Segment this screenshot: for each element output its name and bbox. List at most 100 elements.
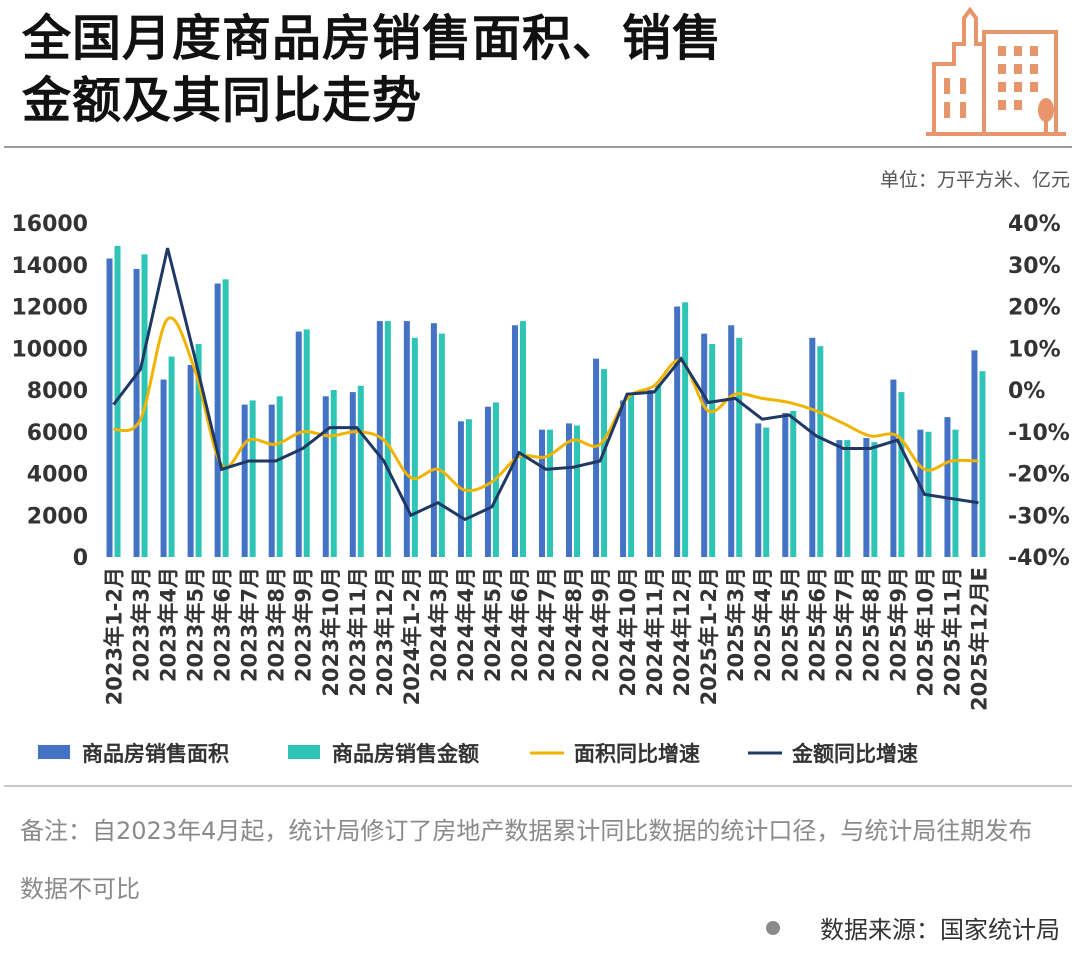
header-divider [4,146,1072,148]
y-left-tick-label: 14000 [11,254,88,279]
bar-sales-amount [979,371,986,557]
y-left-tick-label: 2000 [27,504,88,529]
bullet-icon [766,920,780,935]
x-tick-label: 2025年7月 [832,567,856,682]
bar-sales-area [593,358,600,557]
bar-sales-area [403,321,410,557]
x-tick-label: 2025年5月 [778,567,802,682]
bar-sales-area [647,390,654,557]
line-area-yoy [112,316,979,493]
bar-sales-area [728,325,735,557]
bar-sales-area [376,321,383,557]
bar-sales-area [511,325,518,557]
x-tick-label: 2024年4月 [454,567,478,682]
x-tick-label: 2024年7月 [535,567,559,682]
bar-sales-area [674,306,681,557]
y-right-tick-label: -30% [1008,504,1070,529]
x-tick-label: 2025年12月E [967,567,991,711]
bar-sales-amount [249,400,256,557]
bar-sales-area [430,323,437,557]
bar-sales-area [863,438,870,557]
bar-sales-area [890,379,897,557]
bar-sales-area [241,404,248,557]
bar-sales-area [322,396,329,557]
x-tick-label: 2024年10月 [616,567,640,697]
x-tick-label: 2024年1-2月 [400,567,424,705]
bar-sales-amount [628,394,635,557]
bar-sales-area [944,417,951,557]
page-title: 全国月度商品房销售面积、销售 金额及其同比走势 [22,8,902,132]
y-left-tick-label: 8000 [27,379,88,404]
legend-label: 商品房销售金额 [332,742,479,766]
bar-sales-amount [168,356,175,557]
bar-sales-amount [465,419,472,557]
legend-label: 商品房销售面积 [82,742,229,766]
x-tick-label: 2024年9月 [589,567,613,682]
bar-sales-amount [276,396,283,557]
bar-sales-amount [655,383,662,557]
bar-sales-area [620,400,627,557]
y-right-tick-label: 20% [1008,296,1061,321]
x-tick-label: 2024年8月 [562,567,586,682]
bar-sales-amount [952,429,959,557]
y-right-tick-label: -40% [1008,546,1070,571]
legend-label: 金额同比增速 [791,742,918,766]
x-tick-label: 2023年9月 [292,567,316,682]
x-tick-label: 2025年9月 [886,567,910,682]
bar-sales-amount [411,337,418,557]
bar-sales-area [106,258,113,557]
y-right-tick-label: -10% [1008,421,1070,446]
bar-sales-area [160,379,167,557]
bar-sales-amount [817,346,824,557]
bar-sales-amount [222,279,229,557]
bar-sales-amount [303,329,310,557]
sales-chart: 0 2000 4000 6000 8000 10000 12000 14000 16000 -40… [11,212,1070,766]
x-tick-label: 2023年6月 [211,567,235,682]
bar-sales-area [539,429,545,557]
building-icon [926,6,1066,136]
bar-sales-amount [682,302,689,557]
bar-sales-amount [330,390,337,557]
bar-sales-amount [195,344,202,557]
x-tick-label: 2023年5月 [184,567,208,682]
x-tick-label: 2025年6月 [805,567,829,682]
bar-sales-amount [844,440,851,557]
footer-divider [4,785,1072,787]
x-tick-label: 2023年7月 [238,567,262,682]
legend-swatch [38,745,70,759]
x-tick-label: 2024年11月 [643,567,667,697]
bar-sales-area [701,333,708,557]
bar-sales-amount [763,427,770,557]
x-tick-label: 2023年1-2月 [103,567,127,705]
legend-label: 面积同比增速 [574,742,700,766]
y-left-tick-label: 6000 [27,421,88,446]
x-tick-label: 2023年10月 [319,567,343,697]
x-tick-label: 2025年4月 [751,567,775,682]
bar-sales-amount [574,425,581,557]
data-source: 数据来源：国家统计局 [766,910,1060,945]
bar-sales-amount [357,385,364,557]
x-tick-label: 2024年3月 [427,567,451,682]
bar-sales-area [187,364,194,557]
bar-sales-amount [438,333,445,557]
bar-sales-amount [898,392,905,557]
bar-sales-area [214,283,221,557]
bar-sales-amount [736,337,743,557]
y-right-tick-label: -20% [1008,463,1070,488]
y-left-tick-label: 12000 [11,296,88,321]
y-left-tick-label: 10000 [11,337,88,362]
bar-sales-area [971,350,978,557]
bar-sales-area [782,412,789,557]
x-tick-label: 2024年5月 [481,567,505,682]
bar-sales-amount [709,344,716,557]
x-tick-label: 2025年10月 [913,567,937,697]
x-tick-label: 2025年1-2月 [697,567,721,705]
y-left-tick-label: 4000 [27,463,88,488]
bar-sales-amount [790,410,797,557]
x-tick-label: 2023年12月 [373,567,397,697]
bar-sales-area [133,268,140,557]
line-amount-yoy [112,247,979,522]
y-right-tick-label: 30% [1008,254,1061,279]
unit-label: 单位：万平方米、亿元 [879,169,1070,191]
bar-sales-area [755,423,762,557]
